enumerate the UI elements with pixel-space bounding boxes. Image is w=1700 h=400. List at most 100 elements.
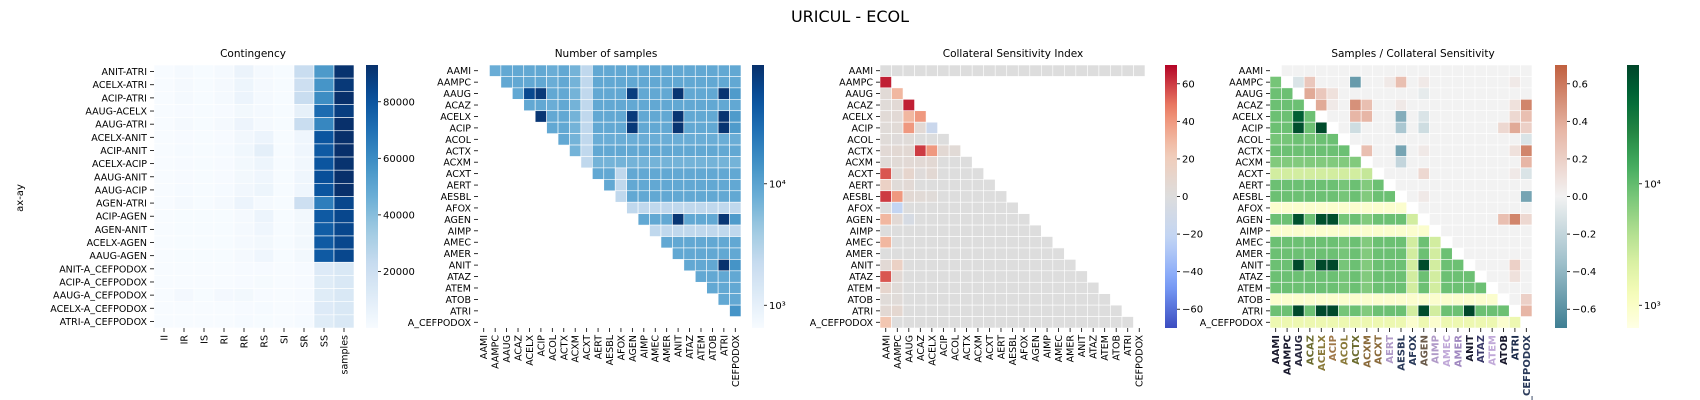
heatmap-cell (1338, 247, 1351, 260)
heatmap-cell (1269, 190, 1282, 203)
heatmap-cell (1497, 190, 1510, 203)
heatmap-cell (1292, 247, 1305, 260)
heatmap-cell (313, 117, 335, 132)
heatmap-cell (233, 117, 255, 132)
heatmap-cell (1052, 304, 1065, 317)
heatmap-cell (1281, 236, 1294, 249)
heatmap-cell (1497, 201, 1510, 214)
heatmap-cell (1052, 259, 1065, 272)
heatmap-cell (914, 224, 927, 237)
heatmap-cell (1451, 236, 1464, 249)
heatmap-cell (333, 77, 355, 92)
heatmap-cell (580, 144, 593, 157)
heatmap-cell (1281, 201, 1294, 214)
heatmap-cell (213, 288, 235, 302)
heatmap-cell (253, 169, 275, 184)
heatmap-cell (1417, 247, 1430, 260)
heatmap-cell (1075, 304, 1088, 317)
x-tick-label: ACIP (939, 335, 950, 357)
heatmap-cell (683, 110, 696, 123)
heatmap-cell (313, 64, 335, 79)
heatmap-cell (1110, 64, 1123, 77)
heatmap-cell (1326, 87, 1339, 100)
heatmap-cell (891, 87, 904, 100)
y-tick-label: ANIT-A_CEFPODOX (59, 264, 147, 275)
heatmap-cell (1429, 247, 1442, 260)
heatmap-cell (1395, 64, 1407, 77)
heatmap-cell (153, 117, 175, 132)
heatmap-cell (1440, 281, 1453, 294)
y-tick-label: ATOB (847, 295, 873, 306)
heatmap-cell (1486, 121, 1499, 134)
heatmap-cell (694, 87, 707, 100)
y-tick-label: ACXM (1235, 158, 1263, 169)
heatmap-cell (626, 121, 639, 134)
y-tick-label: ACXT (848, 169, 873, 180)
x-tick-label: AGEN (1031, 335, 1042, 362)
heatmap-cell (937, 293, 950, 306)
heatmap-cell (1417, 87, 1430, 100)
x-tick-label: ACAZ (1305, 335, 1316, 365)
x-tick-label: AMEC (651, 335, 662, 363)
heatmap-cell (153, 156, 175, 171)
heatmap-cell (1463, 304, 1476, 317)
heatmap-cell (1315, 156, 1328, 169)
heatmap-cell (937, 64, 950, 77)
heatmap-cell (1326, 64, 1339, 77)
heatmap-cell (213, 301, 235, 316)
heatmap-cell (729, 281, 742, 294)
x-tick-label: ATEM (1488, 335, 1499, 366)
heatmap-cell (879, 156, 892, 169)
heatmap-cell (546, 110, 559, 123)
x-tick-label: IS (200, 335, 211, 344)
heatmap-cell (1326, 259, 1339, 272)
heatmap-cell (614, 167, 627, 180)
heatmap-cell (233, 248, 255, 263)
heatmap-cell (649, 99, 662, 112)
heatmap-cell (1292, 213, 1305, 226)
heatmap-cell (1474, 201, 1487, 214)
heatmap-cell (1133, 64, 1146, 77)
heatmap-cell (983, 281, 996, 294)
heatmap-cell (603, 87, 616, 100)
heatmap-cell (233, 235, 255, 250)
heatmap-cell (1064, 316, 1077, 329)
heatmap-cell (1520, 293, 1533, 306)
heatmap-cell (717, 236, 730, 249)
heatmap-cell (925, 167, 938, 180)
heatmap-cell (683, 259, 696, 272)
heatmap-cell (902, 64, 915, 77)
csi-x-tick-labels: AAMI AAMPC AAUG ACAZ ACELX ACIP ACOL ACTX ACXM AC… (881, 328, 1146, 387)
heatmap-cell (500, 76, 513, 89)
y-tick-label: AAUG-ACELX (85, 107, 147, 118)
heatmap-cell (1497, 99, 1510, 112)
heatmap-cell (637, 179, 650, 192)
heatmap-cell (313, 235, 335, 250)
heatmap-cell (1064, 64, 1077, 77)
heatmap-cell (1383, 281, 1396, 294)
heatmap-cell (273, 130, 295, 145)
heatmap-cell (173, 196, 195, 210)
heatmap-cell (1041, 304, 1054, 317)
samples-cs-samples-colorbar: 10³ 10⁴ (1627, 65, 1661, 328)
heatmap-cell (914, 190, 927, 203)
heatmap-cell (1417, 121, 1430, 134)
heatmap-cell (1303, 224, 1316, 237)
heatmap-cell (937, 247, 950, 260)
heatmap-cell (1281, 87, 1294, 100)
x-tick-label: AAUG (904, 335, 915, 363)
heatmap-cell (193, 183, 215, 197)
heatmap-cell (683, 87, 696, 100)
heatmap-cell (1303, 201, 1316, 214)
heatmap-cell (1395, 304, 1407, 317)
y-tick-label: AMEC (1236, 238, 1264, 249)
heatmap-cell (1383, 190, 1396, 203)
heatmap-cell (1474, 144, 1487, 157)
heatmap-cell (971, 281, 984, 294)
heatmap-cell (1474, 236, 1487, 249)
x-tick-label: ACXM (571, 335, 582, 363)
heatmap-cell (293, 130, 315, 145)
heatmap-cell (1474, 121, 1487, 134)
colorbar-tick-label: 60 (1182, 79, 1195, 90)
x-tick-label: AMEC (1442, 335, 1453, 367)
